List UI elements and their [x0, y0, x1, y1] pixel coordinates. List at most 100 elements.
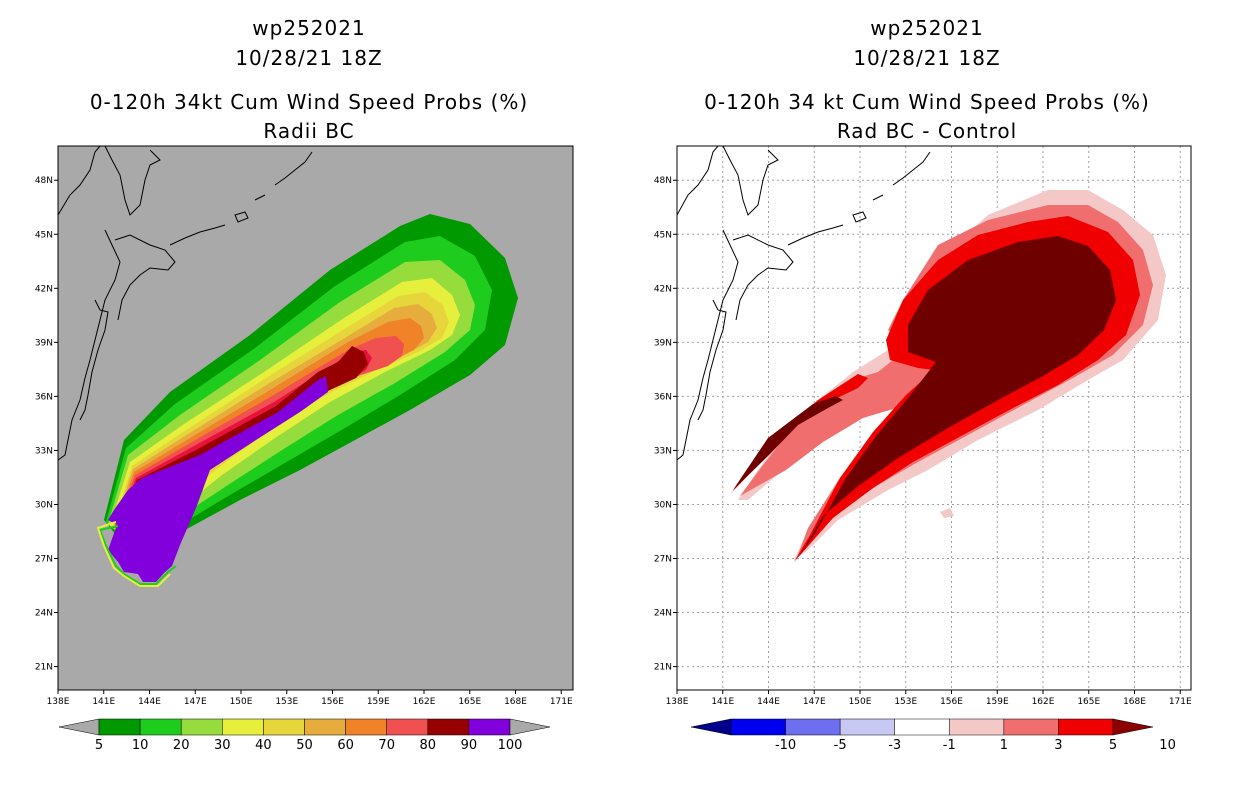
y-tick-label: 24N [35, 609, 53, 619]
x-tick-label: 171E [550, 697, 573, 707]
colorbar-swatch [839, 718, 895, 736]
colorbar: -10 -5 -3 -1 1 3 5 10 [690, 718, 1176, 753]
colorbar-swatch [730, 718, 786, 736]
colorbar-label: 40 [255, 738, 272, 753]
y-tick-label: 39N [654, 338, 672, 348]
colorbar-label: 5 [95, 738, 103, 753]
x-tick-label: 165E [1077, 697, 1100, 707]
x-tick-label: 150E [849, 697, 872, 707]
probability-map: 138E 141E 144E 147E 150E 153E 156E 159E 162E 165E… [35, 145, 574, 753]
y-tick-label: 30N [35, 500, 53, 510]
colorbar: 5 10 20 30 40 50 60 70 80 90 100 [58, 718, 551, 753]
colorbar-label: 90 [461, 738, 478, 753]
x-tick-label: 159E [986, 697, 1009, 707]
x-tick-label: 141E [92, 697, 115, 707]
colorbar-label: 5 [1109, 738, 1117, 753]
x-tick-label: 168E [1123, 697, 1146, 707]
colorbar-swatch [345, 718, 387, 736]
x-tick-label: 165E [458, 697, 481, 707]
diff-contour-10 [733, 236, 1116, 555]
colorbar-swatch [139, 718, 182, 736]
colorbar-swatch [98, 718, 141, 736]
diff-contour-speck [940, 508, 954, 518]
y-tick-label: 39N [35, 338, 53, 348]
colorbar-label: 50 [296, 738, 313, 753]
colorbar-label: -3 [888, 738, 901, 753]
probability-contours [96, 214, 518, 587]
x-tick-label: 156E [940, 697, 963, 707]
x-axis-labels: 138E 141E 144E 147E 150E 153E 156E 159E 162E 165E… [666, 690, 1192, 707]
colorbar-swatch [222, 718, 264, 736]
colorbar-swatch [1058, 718, 1114, 736]
y-tick-label: 36N [654, 392, 672, 402]
x-tick-label: 138E [666, 697, 689, 707]
difference-map: 138E 141E 144E 147E 150E 153E 156E 159E 162E 165E… [654, 145, 1192, 753]
plot-subtitle: Rad BC - Control [836, 119, 1018, 143]
plot-subtitle: Radii BC [263, 119, 355, 143]
colorbar-label: 30 [214, 738, 231, 753]
colorbar-arrow-right [1112, 718, 1154, 736]
storm-id: wp252021 [252, 16, 366, 40]
difference-contours [731, 190, 1166, 562]
y-tick-label: 33N [654, 446, 672, 456]
x-tick-label: 162E [1032, 697, 1055, 707]
colorbar-swatch [785, 718, 841, 736]
coastlines [677, 146, 931, 461]
colorbar-label: 80 [420, 738, 437, 753]
map-frame [57, 145, 574, 691]
colorbar-swatch [386, 718, 429, 736]
colorbar-swatch [468, 718, 511, 736]
x-tick-label: 138E [47, 697, 70, 707]
y-tick-label: 24N [654, 609, 672, 619]
colorbar-arrow-left [690, 718, 732, 736]
x-tick-label: 162E [413, 697, 436, 707]
colorbar-label: 10 [132, 738, 149, 753]
colorbar-swatch [949, 718, 1005, 736]
datetime: 10/28/21 18Z [235, 46, 383, 70]
border-line-green [98, 525, 177, 585]
y-tick-label: 42N [35, 284, 53, 294]
x-axis-labels: 138E 141E 144E 147E 150E 153E 156E 159E 162E 165E… [47, 690, 573, 707]
colorbar-label: 1 [1000, 738, 1008, 753]
x-tick-label: 153E [275, 697, 298, 707]
colorbar-label: -10 [775, 738, 796, 753]
colorbar-swatch [1003, 718, 1059, 736]
x-tick-label: 156E [321, 697, 344, 707]
colorbar-arrow-right [509, 718, 551, 736]
y-tick-label: 30N [654, 500, 672, 510]
y-tick-label: 21N [35, 663, 53, 673]
colorbar-label: 10 [1159, 738, 1176, 753]
y-tick-label: 33N [35, 446, 53, 456]
y-tick-label: 48N [35, 176, 53, 186]
colorbar-swatch [427, 718, 470, 736]
colorbar-label: -5 [834, 738, 847, 753]
x-tick-label: 144E [757, 697, 780, 707]
y-tick-label: 45N [654, 230, 672, 240]
x-tick-label: 171E [1169, 697, 1192, 707]
x-tick-label: 141E [711, 697, 734, 707]
x-tick-label: 168E [504, 697, 527, 707]
x-tick-label: 153E [894, 697, 917, 707]
storm-id: wp252021 [870, 16, 984, 40]
contour-100 [108, 376, 328, 582]
colorbar-swatch [304, 718, 346, 736]
colorbar-label: 70 [378, 738, 395, 753]
x-tick-label: 147E [184, 697, 207, 707]
plot-title: 0-120h 34 kt Cum Wind Speed Probs (%) [704, 90, 1150, 114]
x-tick-label: 147E [803, 697, 826, 707]
colorbar-swatch [180, 718, 223, 736]
map-frame [676, 145, 1192, 691]
y-tick-label: 45N [35, 230, 53, 240]
colorbar-label: 20 [173, 738, 190, 753]
y-tick-label: 36N [35, 392, 53, 402]
colorbar-label: 100 [498, 738, 523, 753]
x-tick-label: 159E [367, 697, 390, 707]
right-panel: wp252021 10/28/21 18Z 0-120h 34 kt Cum W… [618, 0, 1236, 800]
colorbar-label: -1 [943, 738, 956, 753]
y-tick-label: 42N [654, 284, 672, 294]
x-tick-label: 150E [230, 697, 253, 707]
left-panel: wp252021 10/28/21 18Z 0-120h 34kt Cum Wi… [35, 16, 574, 753]
datetime: 10/28/21 18Z [853, 46, 1001, 70]
y-axis-labels: 48N 45N 42N 39N 36N 33N 30N 27N 24N 21N [35, 176, 58, 673]
y-tick-label: 27N [654, 555, 672, 565]
